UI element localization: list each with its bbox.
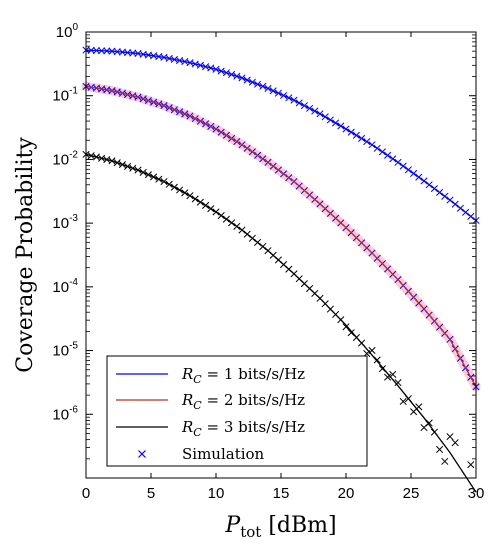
x-axis-title: Ptot [dBm]: [224, 513, 336, 541]
simulation-marker: [467, 461, 475, 469]
legend-var: R: [181, 365, 193, 383]
legend-rest: = 2 bits/s/Hz: [202, 391, 305, 409]
y-tick-label-base: 10: [52, 279, 69, 296]
simulation-marker: [436, 445, 444, 454]
y-tick-label-5: 10-5: [52, 341, 78, 360]
simulation-marker: [446, 433, 454, 441]
y-tick-label-6: 10-6: [52, 404, 78, 423]
y-tick-label-base: 10: [52, 88, 69, 105]
y-tick-label-exp: 0: [72, 22, 78, 33]
x-tick-label-3: 15: [273, 485, 290, 502]
y-tick-label-exp: -3: [69, 213, 78, 224]
x-tick-label-4: 20: [338, 485, 355, 502]
series-line-1: [85, 49, 477, 222]
y-tick-label-exp: -5: [69, 341, 78, 352]
y-tick-label-1: 10-1: [52, 86, 78, 105]
x-axis-title-sub: tot: [240, 523, 261, 541]
legend-label-simulation: Simulation: [182, 445, 265, 463]
ticks-layer: [85, 31, 477, 478]
simulation-marker: [394, 379, 402, 387]
legend-label-3: RC = 3 bits/s/Hz: [181, 418, 305, 439]
y-tick-label-4: 10-4: [52, 277, 78, 296]
x-tick-label-2: 10: [208, 485, 225, 502]
y-tick-label-base: 10: [56, 24, 73, 41]
x-tick-label-6: 30: [468, 485, 485, 502]
simulation-marker: [441, 457, 449, 465]
legend-var: R: [181, 391, 193, 409]
x-tick-label-0: 0: [82, 485, 90, 502]
y-tick-label-base: 10: [52, 343, 69, 360]
y-axis-title: Coverage Probability: [13, 137, 38, 373]
legend-sub: C: [193, 373, 202, 386]
legend-sub: C: [193, 426, 202, 439]
legend-rest: = 1 bits/s/Hz: [202, 365, 305, 383]
legend-sub: C: [193, 399, 202, 412]
legend-var: R: [181, 418, 193, 436]
legend-label-2: RC = 2 bits/s/Hz: [181, 391, 305, 412]
y-tick-label-exp: -2: [69, 149, 78, 160]
y-tick-label-base: 10: [52, 406, 69, 423]
x-axis-title-var: P: [224, 513, 241, 538]
legend-label-1: RC = 1 bits/s/Hz: [181, 365, 305, 386]
x-tick-label-5: 25: [403, 485, 420, 502]
series-layer: [81, 46, 481, 493]
series-line-3: [85, 153, 477, 493]
y-tick-label-base: 10: [52, 215, 69, 232]
simulation-marker: [451, 439, 459, 447]
x-axis-title-unit: [dBm]: [268, 513, 336, 538]
y-tick-label-base: 10: [52, 151, 69, 168]
legend-swatch-simulation: [138, 450, 146, 458]
y-tick-label-exp: -1: [69, 86, 78, 97]
simulation-marker: [425, 419, 433, 427]
y-tick-label-exp: -6: [69, 404, 78, 415]
y-tick-label-exp: -4: [69, 277, 78, 288]
legend-rest: = 3 bits/s/Hz: [202, 418, 305, 436]
x-axis-title-gap: [261, 513, 268, 538]
x-tick-label-1: 5: [147, 485, 155, 502]
simulation-marker: [399, 397, 407, 406]
y-tick-label-2: 10-2: [52, 149, 78, 168]
series-line-2: [85, 85, 477, 388]
y-tick-label-3: 10-3: [52, 213, 78, 232]
y-tick-label-0: 100: [56, 22, 79, 41]
simulation-marker: [342, 323, 350, 331]
